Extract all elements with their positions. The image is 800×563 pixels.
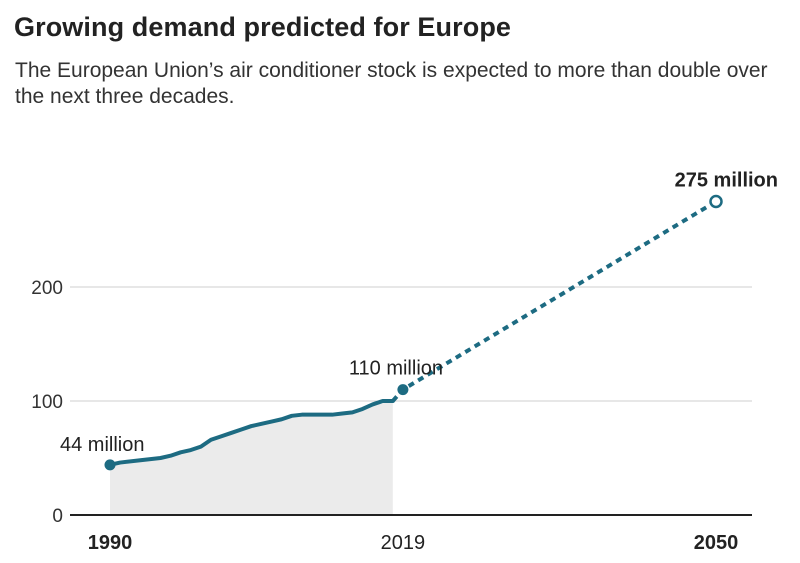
data-point-110-million xyxy=(397,384,409,396)
data-point-275-million xyxy=(709,194,723,209)
x-tick-1990: 1990 xyxy=(88,532,133,554)
y-tick-0: 0 xyxy=(52,506,63,527)
x-tick-2050: 2050 xyxy=(694,532,739,554)
chart-subtitle: The European Union’s air conditioner sto… xyxy=(15,59,768,108)
chart-title: Growing demand predicted for Europe xyxy=(14,12,512,42)
y-tick-100: 100 xyxy=(31,392,63,413)
data-point-44-million xyxy=(104,459,116,471)
data-label-44-million: 44 million xyxy=(60,434,144,456)
historical-line xyxy=(108,399,395,467)
data-label-275-million: 275 million xyxy=(675,170,778,192)
data-label-110-million: 110 million xyxy=(349,358,443,380)
y-tick-200: 200 xyxy=(31,278,63,299)
x-tick-2019: 2019 xyxy=(381,532,426,554)
historical-area xyxy=(110,401,393,515)
